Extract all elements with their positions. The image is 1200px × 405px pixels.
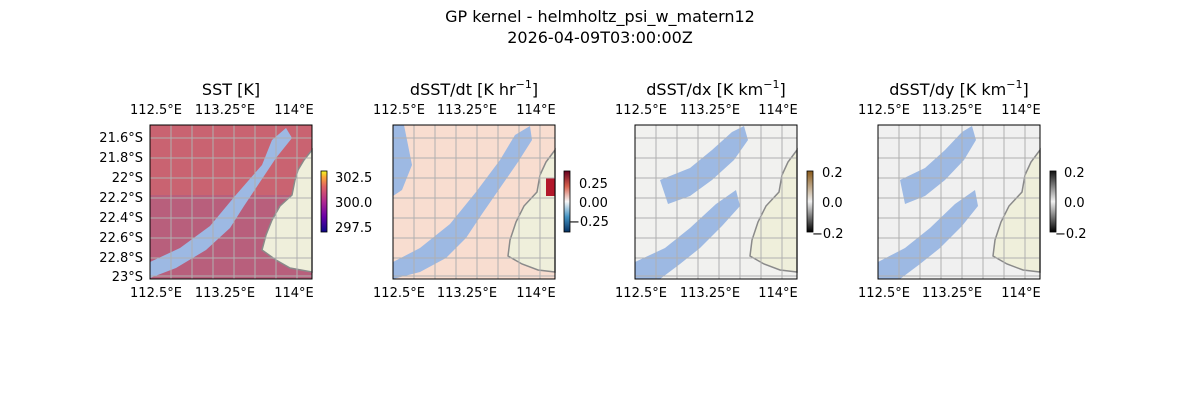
dy-xtick-bottom-3: 114°E bbox=[1001, 286, 1041, 301]
figure-subtitle: 2026-04-09T03:00:00Z bbox=[507, 28, 693, 47]
dx-grid bbox=[635, 125, 797, 279]
dx-xtick-bottom-1: 112.5°E bbox=[615, 286, 667, 301]
sst-xtick-top-1: 112.5°E bbox=[130, 103, 182, 118]
dt-cbar-tick-1: 0.25 bbox=[579, 177, 608, 192]
dy-cbar-tick-2: 0.0 bbox=[1064, 196, 1085, 211]
dx-missing-band-2 bbox=[635, 190, 740, 279]
dx-xtick-top-3: 114°E bbox=[758, 103, 798, 118]
dx-colorbar bbox=[806, 170, 814, 233]
sst-ytick-7: 22.8°S bbox=[99, 251, 143, 266]
dt-frame bbox=[392, 124, 556, 280]
dy-grid bbox=[878, 125, 1040, 279]
sst-colorbar bbox=[320, 170, 328, 233]
sst-frame bbox=[149, 124, 313, 280]
sst-cbar-tick-1: 302.5 bbox=[335, 171, 372, 186]
figure-title: GP kernel - helmholtz_psi_w_matern12 bbox=[445, 7, 755, 27]
dt-xtick-top-1: 112.5°E bbox=[373, 103, 425, 118]
panel-dsst-dx: 112.5°E 113.25°E 114°E 112.5°E 113.25°E … bbox=[615, 103, 844, 301]
dx-land bbox=[749, 147, 798, 273]
sst-ytick-3: 22°S bbox=[112, 171, 143, 186]
dt-xtick-top-3: 114°E bbox=[516, 103, 556, 118]
dy-frame bbox=[877, 124, 1041, 280]
sst-cbar-tick-2: 300.0 bbox=[335, 196, 372, 211]
panel-dsst-dy: 112.5°E 113.25°E 114°E 112.5°E 113.25°E … bbox=[858, 103, 1087, 301]
dx-cbar-tick-1: 0.2 bbox=[822, 166, 843, 181]
sst-missing-band bbox=[150, 128, 292, 278]
panel-dsst-dt: 112.5°E 113.25°E 114°E 112.5°E 113.25°E … bbox=[373, 103, 609, 301]
dx-frame bbox=[634, 124, 798, 280]
dt-land bbox=[507, 147, 556, 273]
sst-ytick-2: 21.8°S bbox=[99, 151, 143, 166]
sst-land bbox=[261, 147, 313, 273]
dy-xtick-top-1: 112.5°E bbox=[858, 103, 910, 118]
dx-xtick-bottom-3: 114°E bbox=[758, 286, 798, 301]
sst-grid bbox=[150, 125, 312, 279]
dy-land bbox=[992, 147, 1041, 273]
dt-xtick-bottom-3: 114°E bbox=[516, 286, 556, 301]
sst-ytick-5: 22.4°S bbox=[99, 211, 143, 226]
dt-xtick-top-2: 113.25°E bbox=[437, 103, 497, 118]
dy-missing-band-1 bbox=[900, 126, 976, 204]
dt-cbar-tick-3: −0.25 bbox=[569, 215, 609, 230]
panel-2-title: dSST/dt [K hr−1] bbox=[410, 78, 538, 99]
sst-ytick-8: 23°S bbox=[112, 270, 143, 285]
dy-xtick-bottom-2: 113.25°E bbox=[922, 286, 982, 301]
panel-1-title: SST [K] bbox=[202, 80, 260, 99]
dx-missing-band-1 bbox=[660, 126, 748, 204]
dt-missing-band-2 bbox=[393, 126, 532, 279]
sst-ytick-1: 21.6°S bbox=[99, 131, 143, 146]
sst-xtick-bottom-1: 112.5°E bbox=[130, 286, 182, 301]
dt-grid bbox=[393, 125, 555, 279]
sst-cbar-tick-3: 297.5 bbox=[335, 221, 372, 236]
dy-xtick-top-2: 113.25°E bbox=[922, 103, 982, 118]
dx-xtick-top-2: 113.25°E bbox=[680, 103, 740, 118]
dt-colorbar bbox=[563, 170, 571, 233]
dx-cbar-tick-2: 0.0 bbox=[822, 196, 843, 211]
dy-cbar-tick-3: −0.2 bbox=[1055, 227, 1087, 242]
sst-xtick-bottom-2: 113.25°E bbox=[195, 286, 255, 301]
dx-xtick-top-1: 112.5°E bbox=[615, 103, 667, 118]
dy-cbar-tick-1: 0.2 bbox=[1064, 166, 1085, 181]
dt-xtick-bottom-1: 112.5°E bbox=[373, 286, 425, 301]
sst-ytick-4: 22.2°S bbox=[99, 191, 143, 206]
sst-xtick-top-2: 113.25°E bbox=[195, 103, 255, 118]
sst-ytick-6: 22.6°S bbox=[99, 231, 143, 246]
dy-missing-band-2 bbox=[878, 190, 978, 279]
panel-3-title: dSST/dx [K km−1] bbox=[646, 78, 785, 99]
dx-xtick-bottom-2: 113.25°E bbox=[680, 286, 740, 301]
dy-xtick-bottom-1: 112.5°E bbox=[858, 286, 910, 301]
dt-hotspot bbox=[546, 178, 555, 196]
dy-colorbar bbox=[1049, 170, 1057, 233]
sst-xtick-bottom-3: 114°E bbox=[274, 286, 314, 301]
panel-sst: 112.5°E 113.25°E 114°E 112.5°E 113.25°E … bbox=[99, 103, 372, 301]
dx-cbar-tick-3: −0.2 bbox=[812, 227, 844, 242]
dt-cbar-tick-2: 0.00 bbox=[579, 196, 608, 211]
dt-xtick-bottom-2: 113.25°E bbox=[437, 286, 497, 301]
dy-xtick-top-3: 114°E bbox=[1001, 103, 1041, 118]
panel-4-title: dSST/dy [K km−1] bbox=[889, 78, 1028, 99]
sst-xtick-top-3: 114°E bbox=[274, 103, 314, 118]
